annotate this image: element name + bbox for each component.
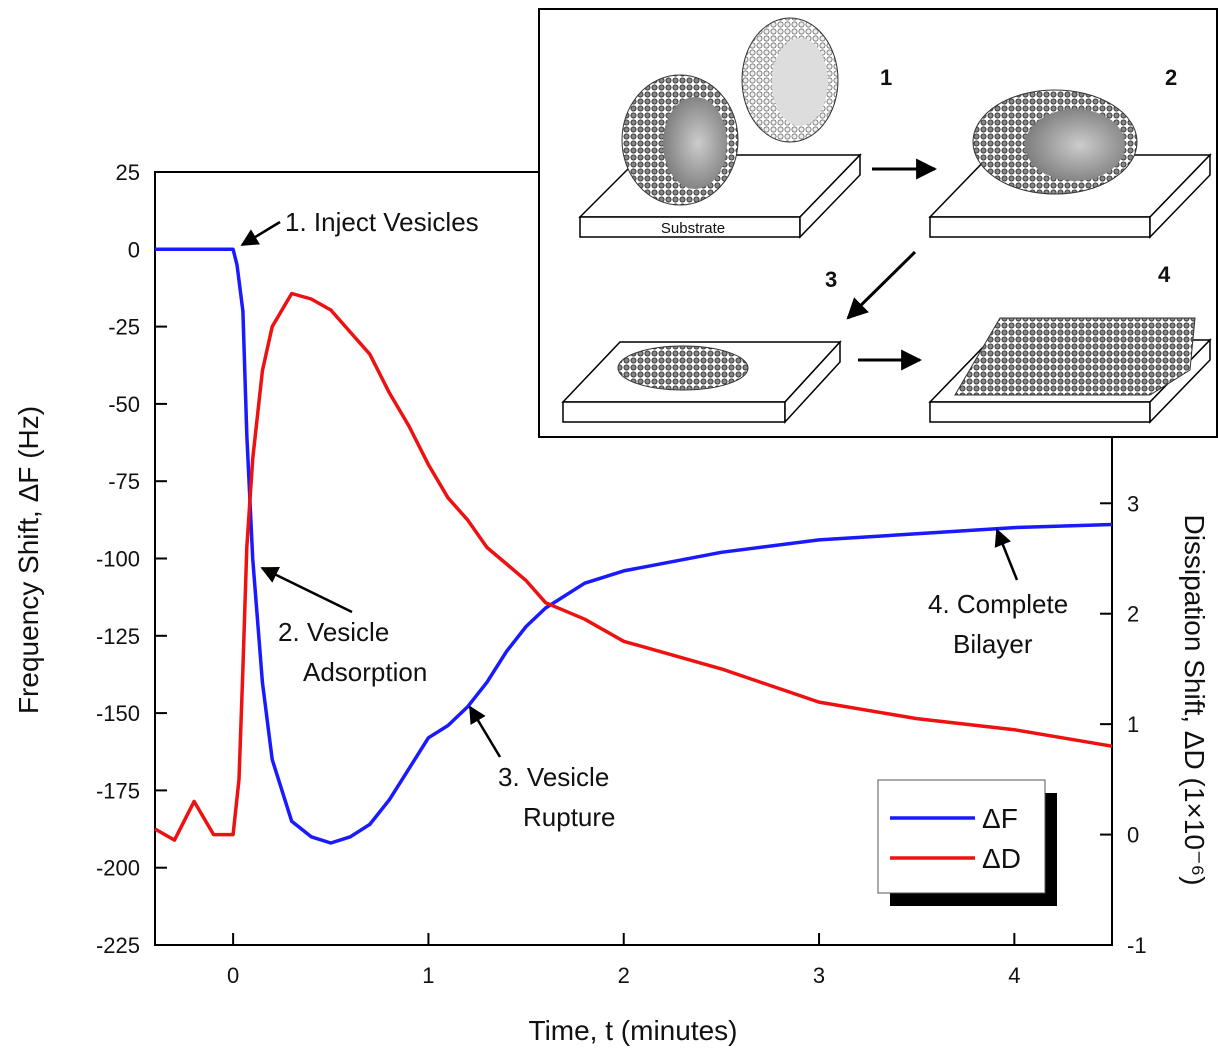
y2-tick-label: 1 (1127, 712, 1139, 737)
annotation-arrow (240, 220, 281, 247)
y2-axis-label: Dissipation Shift, ΔD (1×10⁻⁶) (1179, 514, 1210, 885)
step-label: 3 (825, 267, 837, 292)
x-tick-label: 1 (422, 963, 434, 988)
inset: Substrate 1 2 3 4 (538, 8, 1218, 438)
y-tick-label: -225 (96, 933, 140, 958)
y-tick-label: -200 (96, 856, 140, 881)
y-tick-label: -25 (108, 315, 140, 340)
y2-tick-label: -1 (1127, 933, 1147, 958)
annotation: Bilayer (953, 629, 1033, 659)
y-tick-label: 0 (128, 237, 140, 262)
y2-tick-label: 3 (1127, 491, 1139, 516)
y-tick-label: -50 (108, 392, 140, 417)
x-axis-label: Time, t (minutes) (529, 1015, 738, 1046)
series-line (154, 291, 1113, 842)
inset-arrows (846, 158, 938, 371)
annotation-arrow (468, 705, 502, 758)
bilayer (954, 317, 1196, 396)
legend-label: ΔF (982, 803, 1018, 834)
patch (617, 345, 749, 391)
y-tick-label: -75 (108, 469, 140, 494)
vesicle-core (1025, 109, 1125, 181)
y-tick-label: -150 (96, 701, 140, 726)
legend-label: ΔD (982, 843, 1021, 874)
step-label: 1 (880, 65, 892, 90)
annotation-arrow (260, 566, 353, 614)
x-tick-label: 3 (813, 963, 825, 988)
annotation: Rupture (523, 802, 616, 832)
y-tick-label: -125 (96, 624, 140, 649)
y-axis-label: Frequency Shift, ΔF (Hz) (13, 406, 44, 714)
step-label: 2 (1165, 65, 1177, 90)
plot-area: 0 1 2 3 4-225-200-175-150-125-100-75-50-2502… (96, 160, 1147, 988)
legend (877, 779, 1046, 894)
x-tick-label: 4 (1008, 963, 1020, 988)
vesicle-core (772, 38, 828, 126)
step-labels: 1 2 3 4 (825, 65, 1177, 292)
annotation-arrow (994, 528, 1019, 581)
annotation: 4. Complete (928, 589, 1068, 619)
annotation: 3. Vesicle (498, 762, 609, 792)
x-tick-label: 0 (227, 963, 239, 988)
series-line (155, 247, 1113, 845)
vesicle-core (663, 97, 727, 189)
step-label: 4 (1158, 262, 1171, 287)
x-tick-label: 2 (618, 963, 630, 988)
annotation: Adsorption (303, 657, 427, 687)
y-tick-label: -175 (96, 778, 140, 803)
y2-tick-label: 2 (1127, 602, 1139, 627)
annotation: 1. Inject Vesicles (285, 207, 479, 237)
substrate-label: Substrate (661, 220, 725, 237)
y-tick-label: -100 (96, 547, 140, 572)
y2-tick-label: 0 (1127, 823, 1139, 848)
annotation: 2. Vesicle (278, 617, 389, 647)
y-tick-label: 25 (116, 160, 140, 185)
